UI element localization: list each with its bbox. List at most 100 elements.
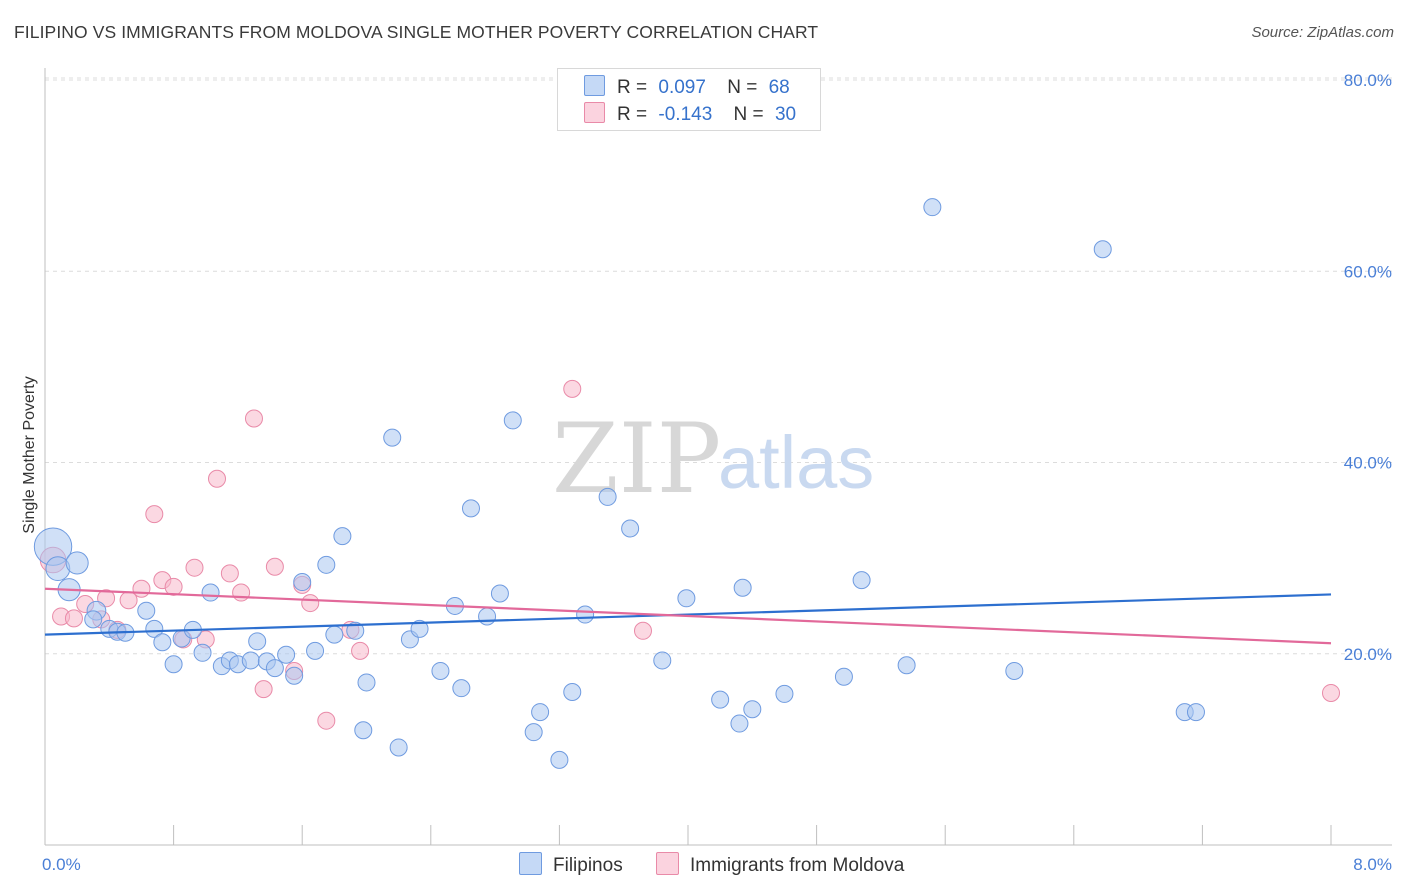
legend-n-value: 30 [774, 104, 797, 125]
trend-lines [44, 587, 1332, 645]
axis-ticks: 20.0% 40.0% 60.0% 80.0% 0.0% 8.0% [42, 71, 1392, 874]
legend-n-value: 68 [768, 77, 790, 98]
filipino-point [306, 641, 325, 660]
filipino-point [354, 721, 373, 740]
filipino-point [461, 499, 480, 518]
y-axis-label: Single Mother Poverty [21, 376, 38, 533]
bottom-legend-swatch-pink [656, 852, 679, 875]
filipino-point [1186, 703, 1205, 722]
moldova-point [1322, 683, 1340, 702]
filipino-point [743, 700, 762, 719]
moldova-point [185, 558, 204, 577]
filipino-point [677, 589, 696, 608]
bottom-legend-filipinos: Filipinos [519, 852, 623, 877]
legend-r-value: 0.097 [658, 77, 706, 98]
filipino-point [145, 619, 164, 638]
data-points [33, 198, 1340, 769]
filipino-point [201, 583, 220, 602]
filipino-point [325, 625, 344, 644]
legend-r-label: R = [617, 104, 648, 125]
filipino-point [137, 601, 156, 620]
legend-swatch-blue [584, 75, 605, 96]
filipino-point [563, 683, 582, 701]
y-tick-label: 40.0% [1344, 454, 1392, 473]
filipino-point [531, 703, 550, 722]
filipino-point [193, 643, 212, 662]
legend-r-label: R = [617, 77, 648, 98]
grid-lines [45, 77, 1392, 655]
moldova-point [145, 505, 164, 524]
filipino-point [598, 487, 617, 506]
filipino-point [241, 651, 260, 670]
moldova-point [301, 594, 320, 613]
filipino-point [383, 428, 402, 447]
filipino-point [164, 655, 183, 674]
filipino-point [285, 666, 304, 685]
filipino-point [733, 578, 752, 597]
moldova-point [265, 557, 284, 576]
moldova-point [254, 680, 273, 699]
filipino-point [84, 610, 103, 629]
filipino-point [293, 573, 312, 592]
filipino-point [277, 645, 296, 664]
filipino-point [478, 607, 497, 626]
filipino-point [524, 723, 543, 742]
filipino-point [775, 684, 794, 703]
filipino-point [897, 656, 916, 675]
chart-title: FILIPINO VS IMMIGRANTS FROM MOLDOVA SING… [14, 22, 819, 42]
bottom-legend-label: Immigrants from Moldova [690, 855, 905, 876]
watermark: ZIP atlas [552, 403, 874, 515]
legend-swatch-pink [584, 102, 605, 123]
filipino-point [248, 632, 267, 651]
moldova-point [351, 641, 370, 660]
filipino-point [834, 667, 853, 686]
bottom-legend-moldova: Immigrants from Moldova [656, 852, 904, 877]
moldova-point [317, 711, 336, 730]
filipino-point [65, 551, 89, 575]
moldova-point [132, 579, 151, 598]
y-tick-label: 80.0% [1344, 71, 1392, 90]
filipino-point [265, 659, 284, 678]
filipino-point [711, 690, 730, 709]
y-tick-label: 60.0% [1344, 262, 1392, 281]
filipino-point [1005, 661, 1024, 680]
filipino-point [576, 605, 595, 624]
legend-row-moldova: R = -0.143 N = 30 [584, 102, 796, 126]
filipino-point [1093, 240, 1112, 259]
source-credit: Source: ZipAtlas.com [1251, 24, 1394, 41]
filipino-point [357, 673, 376, 692]
x-tick-label: 0.0% [42, 855, 81, 874]
filipino-point [923, 198, 942, 217]
filipino-point [452, 679, 471, 698]
moldova-point [208, 469, 227, 488]
filipino-point [346, 621, 365, 640]
moldova-trend-line [44, 587, 1332, 645]
watermark-atlas: atlas [718, 421, 874, 504]
filipino-point [410, 619, 429, 638]
legend-n-label: N = [727, 77, 758, 98]
watermark-zip: ZIP [552, 403, 721, 515]
bottom-legend-label: Filipinos [553, 855, 623, 876]
filipino-point [621, 519, 640, 538]
moldova-point [232, 583, 251, 602]
filipino-point [730, 714, 749, 733]
moldova-point [633, 621, 652, 640]
axes [44, 68, 1392, 846]
moldova-point [220, 564, 239, 583]
moldova-point [164, 577, 183, 596]
filipino-point [550, 750, 569, 769]
filipino-point [333, 527, 352, 546]
filipino-point [852, 571, 871, 590]
filipino-point [153, 633, 172, 652]
legend-row-filipinos: R = 0.097 N = 68 [584, 75, 790, 99]
filipino-point [490, 584, 509, 603]
filipino-point [317, 555, 336, 574]
legend-n-label: N = [733, 104, 764, 125]
x-tick-label: 8.0% [1353, 855, 1392, 874]
filipino-point [431, 661, 450, 680]
filipino-point [503, 411, 522, 430]
y-tick-label: 20.0% [1344, 645, 1392, 664]
moldova-point [244, 409, 263, 428]
moldova-point [64, 609, 83, 628]
